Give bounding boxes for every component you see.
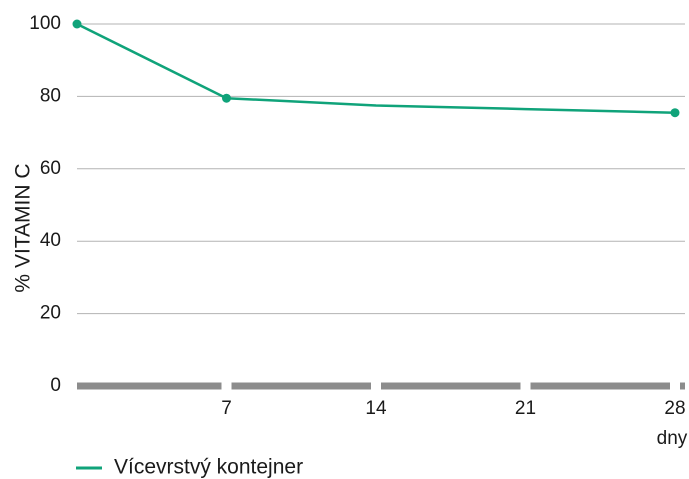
- legend: Vícevrstvý kontejner: [76, 456, 303, 479]
- y-axis-title: % VITAMIN C: [12, 163, 35, 292]
- y-tick-label-80: 80: [40, 85, 61, 106]
- data-point-day-0: [72, 19, 82, 29]
- data-point-day-7: [222, 93, 231, 103]
- series-layer: [72, 19, 680, 118]
- series-line-0: [76, 22, 676, 114]
- y-tick-labels: 0 20 40 60 80 100: [29, 13, 61, 396]
- x-tick-labels: 7 14 21 28: [221, 398, 685, 419]
- x-tick-label-14: 14: [365, 398, 387, 419]
- y-tick-label-60: 60: [40, 158, 61, 179]
- y-tick-label-0: 0: [50, 375, 61, 396]
- x-tick-label-21: 21: [515, 398, 536, 419]
- x-tick-label-28: 28: [664, 398, 685, 419]
- legend-label: Vícevrstvý kontejner: [114, 456, 303, 479]
- y-tick-label-100: 100: [29, 13, 61, 34]
- y-tick-label-40: 40: [40, 230, 61, 251]
- y-tick-label-20: 20: [40, 303, 61, 324]
- x-axis-unit: dny: [657, 428, 688, 449]
- data-point-day-28: [670, 108, 680, 118]
- gridlines: [77, 23, 685, 315]
- x-tick-label-7: 7: [221, 398, 232, 419]
